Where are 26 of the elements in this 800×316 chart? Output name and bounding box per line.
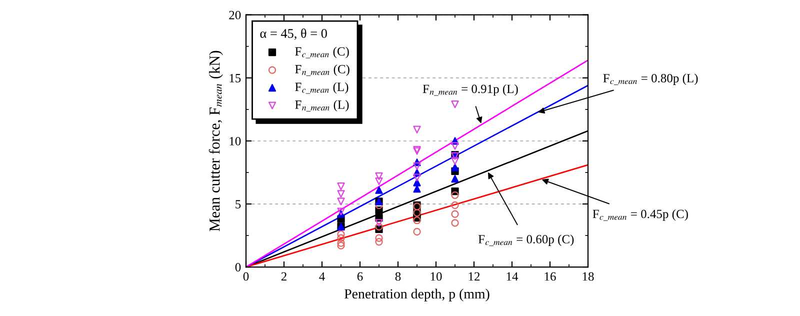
annotation: F$_{c_mean}$ = 0.45p (C): [592, 209, 688, 221]
legend-label: F$_{c_mean}$ (C): [295, 46, 349, 58]
x-axis-title: Penetration depth, p (mm): [344, 288, 490, 302]
x-tick-label: 12: [468, 272, 480, 281]
x-tick-label: 6: [357, 272, 363, 281]
y-tick-label: 20: [229, 10, 241, 20]
x-tick-label: 16: [544, 272, 556, 281]
x-tick-label: 18: [582, 272, 594, 281]
y-tick-label: 10: [230, 136, 241, 146]
x-tick-label: 4: [319, 272, 325, 281]
y-tick-label: 15: [230, 74, 241, 82]
x-tick-label: 0: [243, 272, 249, 281]
annotation: F$_{n_mean}$ = 0.91p (L): [422, 84, 518, 96]
x-tick-label: 10: [430, 272, 442, 281]
legend-label: F$_{c_mean}$ (L): [295, 82, 348, 94]
legend-label: F$_{n_mean}$ (L): [295, 100, 349, 112]
x-tick-label: 8: [395, 272, 401, 281]
x-tick-label: 14: [506, 272, 518, 281]
x-tick-label: 2: [281, 272, 286, 281]
y-tick-label: 5: [236, 200, 241, 208]
y-tick-label: 0: [235, 263, 241, 272]
y-axis-title: Mean cutter force, F$_{mean}$ (kN): [208, 50, 223, 232]
legend-label: F$_{n_mean}$ (C): [295, 64, 350, 76]
annotation: F$_{c_mean}$ = 0.60p (C): [478, 234, 574, 246]
annotation: F$_{c_mean}$ = 0.80p (L): [603, 74, 698, 86]
legend-title: α = 45, θ = 0: [260, 28, 327, 40]
